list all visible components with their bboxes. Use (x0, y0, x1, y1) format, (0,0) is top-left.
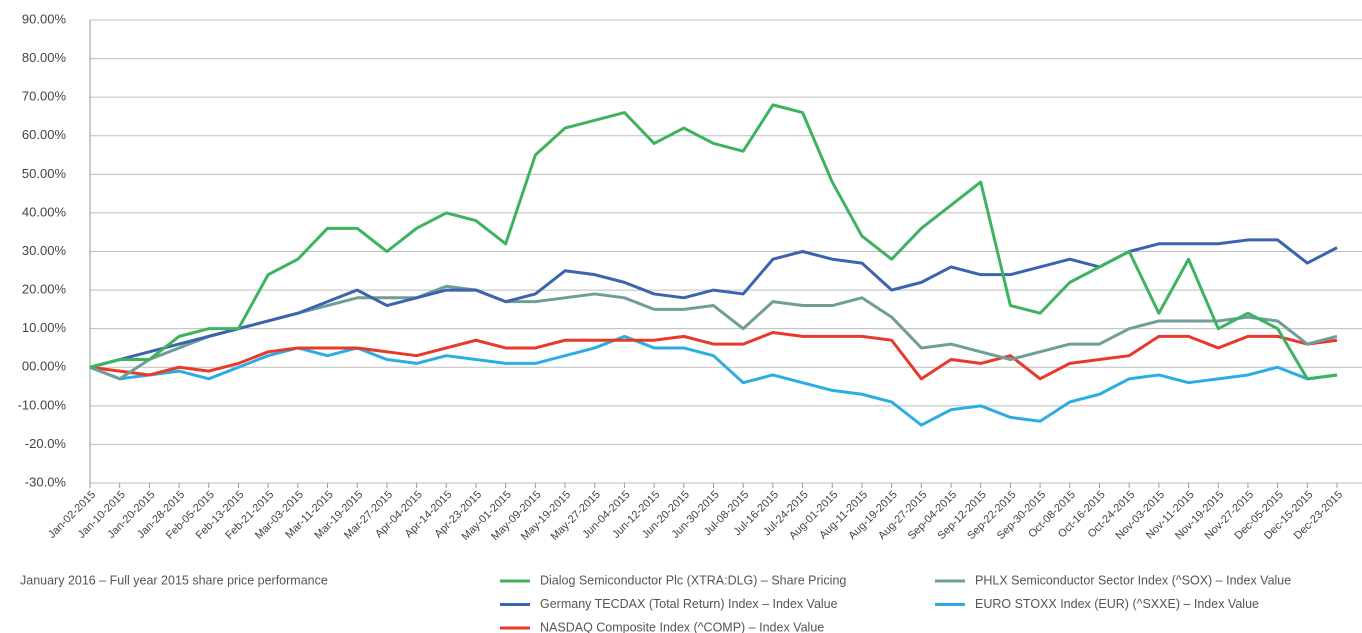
legend-label: EURO STOXX Index (EUR) (^SXXE) – Index V… (975, 597, 1259, 611)
legend-label: PHLX Semiconductor Sector Index (^SOX) –… (975, 573, 1291, 587)
y-tick-label: 70.00% (22, 89, 67, 104)
y-tick-label: 50.00% (22, 166, 67, 181)
series-line (89, 284, 1338, 381)
legend-label: NASDAQ Composite Index (^COMP) – Index V… (540, 620, 824, 633)
y-tick-label: 10.00% (22, 320, 67, 335)
legend-label: Germany TECDAX (Total Return) Index – In… (540, 597, 838, 611)
legend-label: Dialog Semiconductor Plc (XTRA:DLG) – Sh… (540, 573, 846, 587)
y-tick-label: 90.00% (22, 11, 67, 26)
y-tick-label: 40.00% (22, 204, 67, 219)
y-tick-label: -10.00% (18, 397, 67, 412)
y-tick-label: 60.00% (22, 127, 67, 142)
y-tick-label: 30.00% (22, 243, 67, 258)
y-tick-label: 20.00% (22, 282, 67, 297)
series-line (89, 238, 1338, 369)
series-line (89, 331, 1338, 381)
y-tick-label: 80.00% (22, 50, 67, 65)
series-line (89, 103, 1338, 381)
y-tick-label: -30.0% (25, 474, 67, 489)
footnote: January 2016 – Full year 2015 share pric… (20, 573, 328, 587)
y-tick-label: -20.0% (25, 436, 67, 451)
y-tick-label: 00.00% (22, 359, 67, 374)
